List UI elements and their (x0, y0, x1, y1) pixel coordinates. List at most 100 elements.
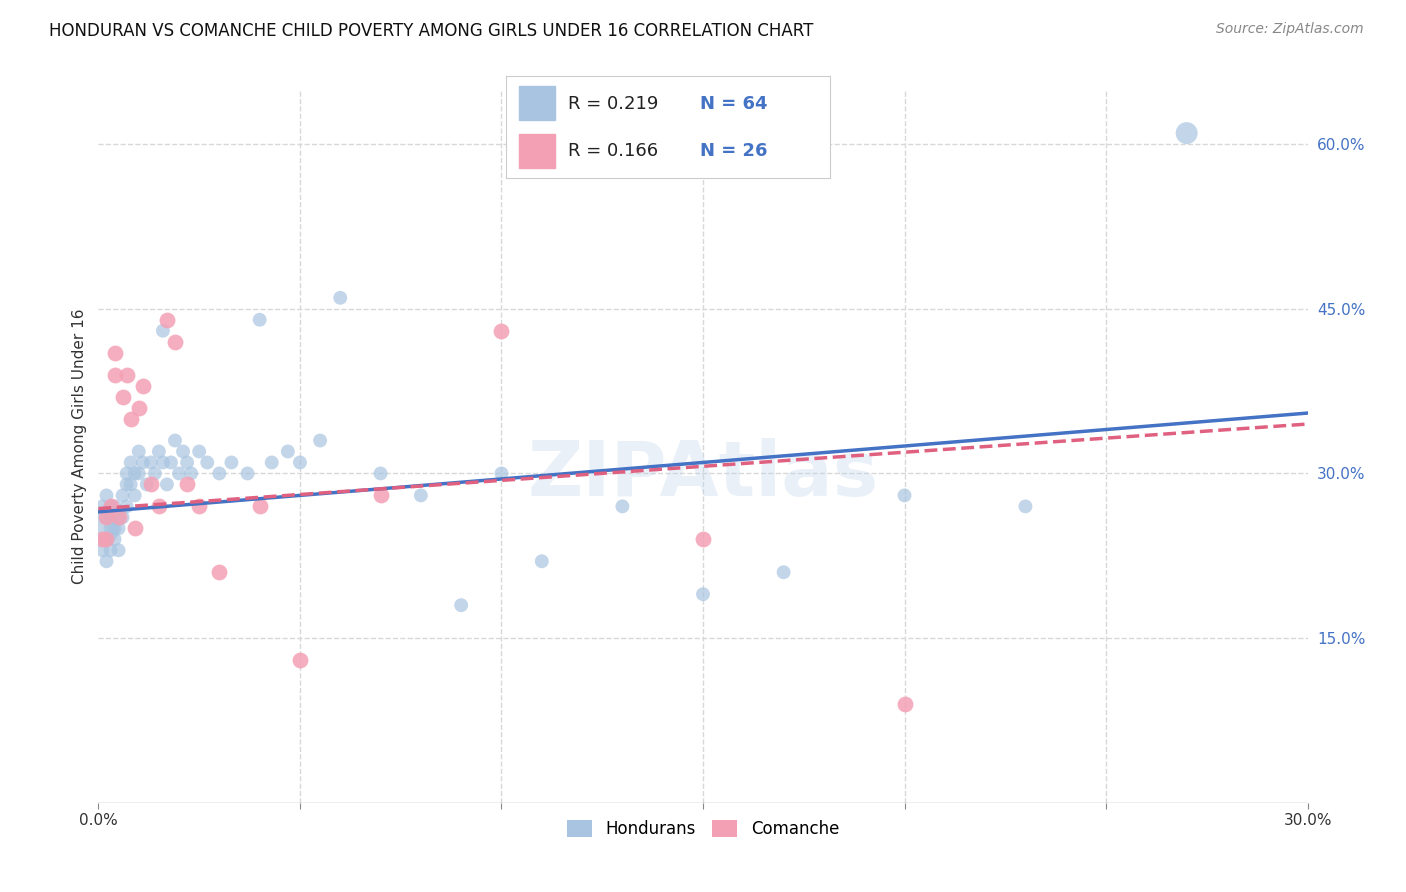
Text: R = 0.166: R = 0.166 (568, 142, 658, 160)
Point (249, 312, 271, 326)
Bar (519, 135, 554, 168)
Point (152, 324, 174, 338)
Point (120, 455, 142, 469)
Point (103, 521, 125, 535)
Point (124, 467, 146, 481)
Point (135, 477, 157, 491)
Point (167, 467, 190, 481)
Text: N = 64: N = 64 (700, 95, 768, 112)
Point (772, 566, 794, 580)
Y-axis label: Child Poverty Among Girls Under 16: Child Poverty Among Girls Under 16 (72, 309, 87, 583)
Point (236, 467, 259, 481)
Point (309, 434, 332, 448)
Point (96, 533, 118, 547)
Text: HONDURAN VS COMANCHE CHILD POVERTY AMONG GIRLS UNDER 16 CORRELATION CHART: HONDURAN VS COMANCHE CHILD POVERTY AMONG… (49, 22, 814, 40)
Point (176, 477, 198, 491)
Point (329, 291, 352, 305)
Point (107, 543, 129, 558)
Point (156, 312, 179, 326)
Point (208, 566, 231, 580)
Point (143, 467, 166, 481)
Point (111, 510, 134, 524)
Point (107, 510, 129, 524)
Point (1014, 500, 1036, 514)
Point (491, 324, 513, 338)
Point (277, 444, 299, 458)
Point (132, 378, 155, 392)
Point (107, 521, 129, 535)
Point (96, 510, 118, 524)
Point (221, 455, 243, 469)
Point (103, 533, 125, 547)
Point (260, 455, 283, 469)
Point (370, 467, 392, 481)
Point (1175, 126, 1198, 140)
Point (128, 467, 150, 481)
Point (115, 467, 138, 481)
Point (91, 533, 114, 547)
Point (370, 488, 392, 502)
Point (450, 598, 472, 612)
Point (163, 434, 186, 448)
Text: Source: ZipAtlas.com: Source: ZipAtlas.com (1216, 22, 1364, 37)
Point (188, 444, 211, 458)
Point (91, 500, 114, 514)
Point (100, 543, 122, 558)
Point (148, 444, 170, 458)
Point (120, 477, 142, 491)
Text: N = 26: N = 26 (700, 142, 768, 160)
Point (91, 521, 114, 535)
Point (96, 488, 118, 502)
Point (115, 500, 138, 514)
Point (115, 368, 138, 382)
Point (111, 488, 134, 502)
Point (124, 521, 146, 535)
Point (100, 500, 122, 514)
Point (249, 500, 271, 514)
Point (128, 401, 150, 415)
Point (409, 488, 432, 502)
Point (152, 455, 174, 469)
Point (692, 587, 714, 601)
Point (288, 455, 311, 469)
Point (107, 510, 129, 524)
Point (491, 467, 513, 481)
Point (172, 444, 194, 458)
Point (115, 477, 138, 491)
Point (139, 455, 162, 469)
Point (160, 455, 183, 469)
Point (100, 510, 122, 524)
Point (100, 500, 122, 514)
Point (188, 500, 211, 514)
Point (893, 488, 915, 502)
Point (180, 467, 202, 481)
Point (195, 455, 218, 469)
Legend: Hondurans, Comanche: Hondurans, Comanche (561, 813, 845, 845)
Point (128, 444, 150, 458)
Point (120, 411, 142, 425)
Point (176, 455, 198, 469)
Point (139, 477, 162, 491)
Point (111, 390, 134, 404)
Point (530, 554, 553, 568)
Point (96, 510, 118, 524)
Point (132, 455, 155, 469)
Point (893, 697, 915, 711)
Point (103, 368, 125, 382)
Point (692, 533, 714, 547)
Bar (519, 87, 554, 120)
Point (124, 488, 146, 502)
Text: ZIPAtlas: ZIPAtlas (527, 438, 879, 511)
Text: R = 0.219: R = 0.219 (568, 95, 658, 112)
Point (208, 467, 231, 481)
Point (612, 500, 634, 514)
Point (156, 477, 179, 491)
Point (96, 533, 118, 547)
Point (288, 653, 311, 667)
Point (103, 345, 125, 359)
Point (91, 543, 114, 558)
Point (96, 554, 118, 568)
Point (100, 521, 122, 535)
Point (148, 500, 170, 514)
Point (103, 500, 125, 514)
